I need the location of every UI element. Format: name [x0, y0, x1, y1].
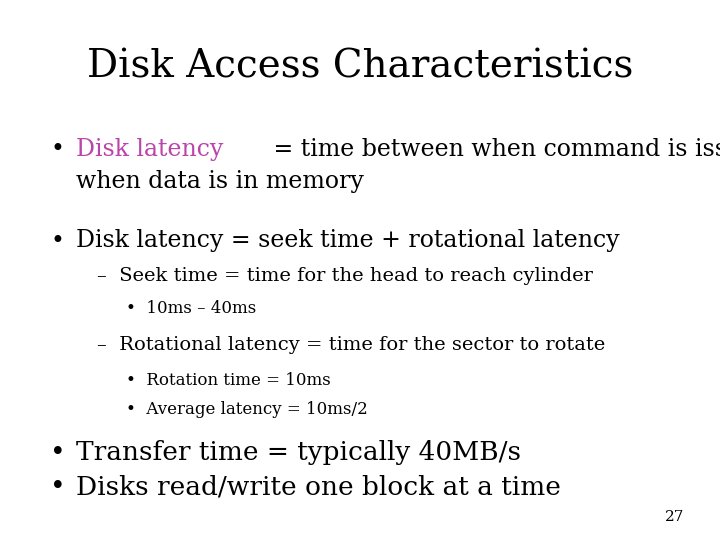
Text: when data is in memory: when data is in memory	[76, 170, 364, 193]
Text: •: •	[50, 440, 66, 465]
Text: •  Average latency = 10ms/2: • Average latency = 10ms/2	[126, 401, 368, 417]
Text: •: •	[50, 230, 64, 253]
Text: 27: 27	[665, 510, 684, 524]
Text: –  Seek time = time for the head to reach cylinder: – Seek time = time for the head to reach…	[97, 267, 593, 285]
Text: •: •	[50, 138, 64, 161]
Text: •  10ms – 40ms: • 10ms – 40ms	[126, 300, 256, 316]
Text: •  Rotation time = 10ms: • Rotation time = 10ms	[126, 372, 330, 388]
Text: Transfer time = typically 40MB/s: Transfer time = typically 40MB/s	[76, 440, 521, 465]
Text: Disk latency = seek time + rotational latency: Disk latency = seek time + rotational la…	[76, 230, 619, 253]
Text: Disk latency: Disk latency	[76, 138, 223, 161]
Text: –  Rotational latency = time for the sector to rotate: – Rotational latency = time for the sect…	[97, 336, 606, 354]
Text: Disk Access Characteristics: Disk Access Characteristics	[87, 49, 633, 86]
Text: = time between when command is issued and: = time between when command is issued an…	[266, 138, 720, 161]
Text: Disks read/write one block at a time: Disks read/write one block at a time	[76, 474, 560, 499]
Text: •: •	[50, 474, 66, 499]
